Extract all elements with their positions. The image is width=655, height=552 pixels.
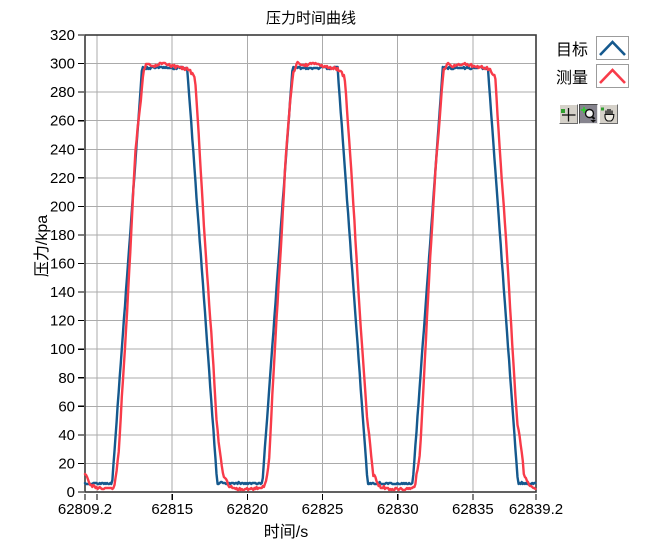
y-tick-label: 160 <box>50 256 75 273</box>
x-tick-label: 62839.2 <box>509 501 563 518</box>
y-tick-label: 60 <box>58 398 75 415</box>
magnifier-icon <box>581 106 596 123</box>
target-line-icon <box>599 40 626 56</box>
x-tick-label: 62825 <box>302 501 344 518</box>
y-tick-label: 200 <box>50 198 75 215</box>
x-axis-label: 时间/s <box>263 524 309 541</box>
y-tick-label: 100 <box>50 341 75 358</box>
y-tick-label: 80 <box>58 370 75 387</box>
crosshair-icon <box>561 107 576 121</box>
legend-swatch-target[interactable] <box>596 36 629 60</box>
y-axis-label: 压力/kpa <box>34 214 51 278</box>
y-tick-label: 120 <box>50 313 75 330</box>
cursor-tool-button[interactable] <box>559 104 578 124</box>
series-line-target <box>83 65 537 486</box>
x-tick-label: 62809.2 <box>58 501 112 518</box>
series-line-measure <box>83 60 537 492</box>
chart-title: 压力时间曲线 <box>265 10 356 27</box>
plot-legend: 目标 测量 <box>556 36 629 92</box>
y-tick-label: 260 <box>50 113 75 130</box>
legend-label-target: 目标 <box>556 42 589 59</box>
legend-label-measure: 测量 <box>556 70 589 87</box>
y-tick-label: 0 <box>67 484 75 501</box>
legend-item-target[interactable]: 目标 <box>556 36 629 60</box>
x-tick-label: 62815 <box>151 501 193 518</box>
y-tick-label: 300 <box>50 56 75 73</box>
y-tick-label: 240 <box>50 141 75 158</box>
measure-line-icon <box>599 68 626 84</box>
x-tick-label: 62835 <box>452 501 494 518</box>
y-tick-label: 180 <box>50 227 75 244</box>
pan-tool-button[interactable] <box>599 104 618 124</box>
zoom-tool-button[interactable] <box>579 104 598 124</box>
legend-swatch-measure[interactable] <box>596 64 629 88</box>
plot-border <box>84 34 537 493</box>
graph-palette <box>559 104 618 124</box>
y-tick-label: 140 <box>50 284 75 301</box>
y-tick-label: 40 <box>58 427 75 444</box>
hand-icon <box>601 107 615 122</box>
y-tick-label: 280 <box>50 84 75 101</box>
y-tick-label: 320 <box>50 27 75 44</box>
y-tick-label: 20 <box>58 455 75 472</box>
legend-item-measure[interactable]: 测量 <box>556 64 629 88</box>
y-tick-label: 220 <box>50 170 75 187</box>
x-tick-label: 62820 <box>227 501 269 518</box>
x-tick-label: 62830 <box>377 501 419 518</box>
